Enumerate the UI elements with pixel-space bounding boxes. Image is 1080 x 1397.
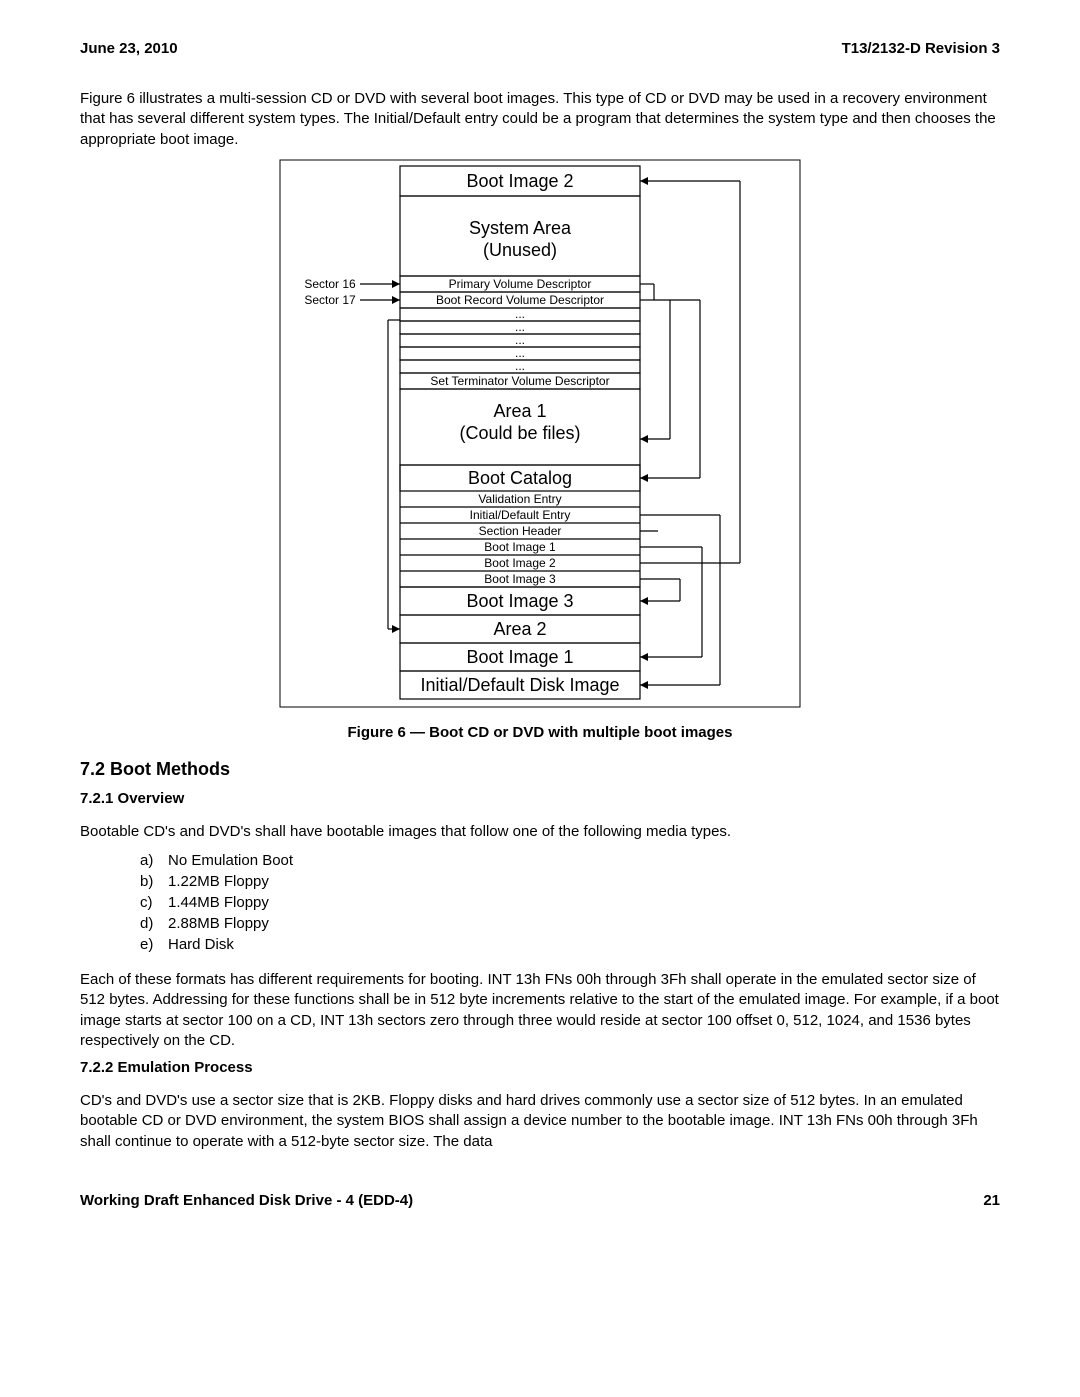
svg-text:Boot Image 2: Boot Image 2 bbox=[484, 556, 556, 570]
header-docid: T13/2132-D Revision 3 bbox=[842, 40, 1000, 57]
svg-text:(Unused): (Unused) bbox=[483, 240, 557, 260]
svg-text:Sector 17: Sector 17 bbox=[304, 293, 356, 307]
svg-text:System Area: System Area bbox=[469, 218, 572, 238]
media-type-item: a)No Emulation Boot bbox=[140, 850, 1000, 871]
figure-svg: Boot Image 2 System Area(Unused) Primary V… bbox=[270, 158, 810, 709]
media-type-item: c)1.44MB Floppy bbox=[140, 892, 1000, 913]
svg-text:Section Header: Section Header bbox=[479, 524, 562, 538]
media-type-item: e)Hard Disk bbox=[140, 934, 1000, 955]
svg-text:Primary Volume Descriptor: Primary Volume Descriptor bbox=[449, 277, 592, 291]
svg-text:Boot Image 3: Boot Image 3 bbox=[466, 591, 573, 611]
svg-text:(Could be files): (Could be files) bbox=[459, 423, 580, 443]
svg-text:Area 2: Area 2 bbox=[493, 619, 546, 639]
svg-text:Validation Entry: Validation Entry bbox=[478, 492, 561, 506]
heading-7-2-2: 7.2.2 Emulation Process bbox=[80, 1059, 1000, 1076]
svg-text:Area 1: Area 1 bbox=[493, 401, 546, 421]
svg-text:Sector 16: Sector 16 bbox=[304, 277, 356, 291]
intro-paragraph: Figure 6 illustrates a multi-session CD … bbox=[80, 89, 1000, 150]
svg-text:Boot Record Volume Descriptor: Boot Record Volume Descriptor bbox=[436, 293, 604, 307]
heading-7-2: 7.2 Boot Methods bbox=[80, 759, 1000, 780]
svg-text:Boot Catalog: Boot Catalog bbox=[468, 468, 572, 488]
overview-intro: Bootable CD's and DVD's shall have boota… bbox=[80, 822, 1000, 842]
svg-text:...: ... bbox=[515, 346, 525, 360]
figure-caption: Figure 6 — Boot CD or DVD with multiple … bbox=[80, 724, 1000, 741]
media-type-item: d)2.88MB Floppy bbox=[140, 913, 1000, 934]
footer-left: Working Draft Enhanced Disk Drive - 4 (E… bbox=[80, 1192, 413, 1209]
svg-text:Set Terminator Volume Descript: Set Terminator Volume Descriptor bbox=[430, 374, 609, 388]
emulation-para: CD's and DVD's use a sector size that is… bbox=[80, 1091, 1000, 1152]
svg-text:...: ... bbox=[515, 333, 525, 347]
footer-page: 21 bbox=[983, 1192, 1000, 1209]
svg-text:...: ... bbox=[515, 359, 525, 373]
svg-text:...: ... bbox=[515, 307, 525, 321]
heading-7-2-1: 7.2.1 Overview bbox=[80, 790, 1000, 807]
svg-text:Boot Image 2: Boot Image 2 bbox=[466, 171, 573, 191]
svg-text:Initial/Default Entry: Initial/Default Entry bbox=[470, 508, 571, 522]
svg-text:...: ... bbox=[515, 320, 525, 334]
figure-6: Boot Image 2 System Area(Unused) Primary V… bbox=[80, 158, 1000, 714]
overview-para2: Each of these formats has different requ… bbox=[80, 970, 1000, 1051]
media-type-list: a)No Emulation Bootb)1.22MB Floppyc)1.44… bbox=[80, 850, 1000, 955]
svg-text:Boot Image 1: Boot Image 1 bbox=[484, 540, 556, 554]
media-type-item: b)1.22MB Floppy bbox=[140, 871, 1000, 892]
svg-text:Boot Image 1: Boot Image 1 bbox=[466, 647, 573, 667]
header-date: June 23, 2010 bbox=[80, 40, 178, 57]
svg-text:Boot Image 3: Boot Image 3 bbox=[484, 572, 556, 586]
svg-text:Initial/Default Disk Image: Initial/Default Disk Image bbox=[420, 675, 619, 695]
